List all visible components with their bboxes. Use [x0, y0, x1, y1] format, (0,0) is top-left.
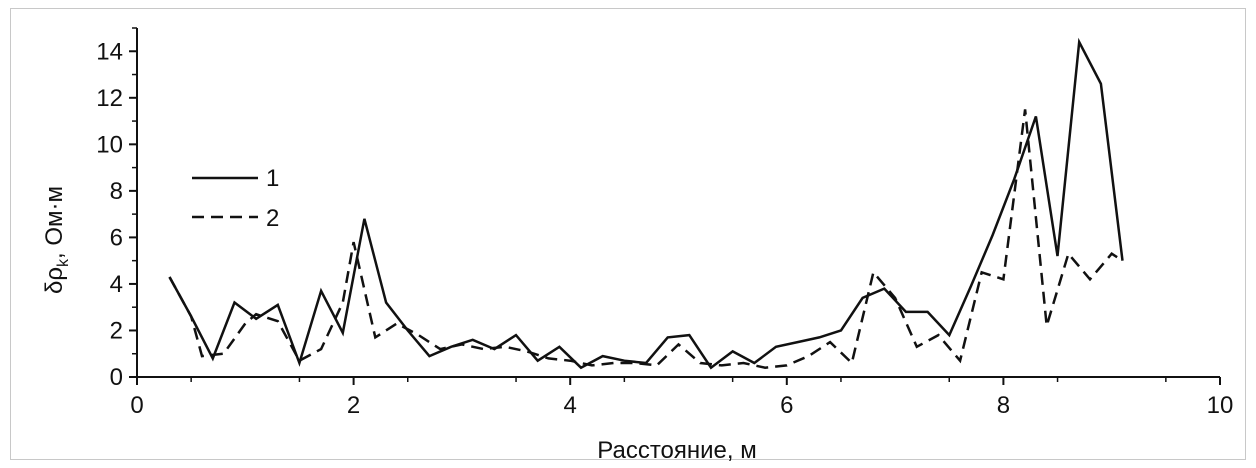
x-axis-title: Расстояние, м: [597, 437, 756, 464]
y-tick-label-14: 14: [96, 38, 123, 65]
y-tick-label-8: 8: [110, 178, 123, 205]
y-tick-label-0: 0: [110, 364, 123, 391]
axes: [136, 28, 1220, 378]
legend: 1 2: [192, 165, 279, 232]
y-tick-label-10: 10: [96, 131, 123, 158]
legend-label-2: 2: [266, 205, 279, 232]
y-tick-label-12: 12: [96, 85, 123, 112]
x-tick-label-6: 6: [780, 392, 793, 419]
y-tick-label-6: 6: [110, 224, 123, 251]
x-tick-label-0: 0: [130, 392, 143, 419]
series-line-1: [168, 37, 1124, 370]
y-tick-label-2: 2: [110, 317, 123, 344]
series-line-2: [168, 109, 1124, 369]
y-axis-title-main: δρ: [41, 267, 68, 294]
y-axis-title: δρk, Ом·м: [41, 186, 72, 294]
chart-frame: [10, 8, 1246, 460]
series-lines: [168, 37, 1124, 370]
x-tick-label-10: 10: [1207, 392, 1234, 419]
y-axis-title-sub: k: [55, 258, 72, 267]
x-tick-label-2: 2: [347, 392, 360, 419]
x-tick-label-8: 8: [997, 392, 1010, 419]
x-tick-label-4: 4: [564, 392, 577, 419]
legend-label-1: 1: [266, 165, 279, 192]
y-tick-label-4: 4: [110, 271, 123, 298]
y-axis-title-rest: , Ом·м: [41, 186, 68, 259]
